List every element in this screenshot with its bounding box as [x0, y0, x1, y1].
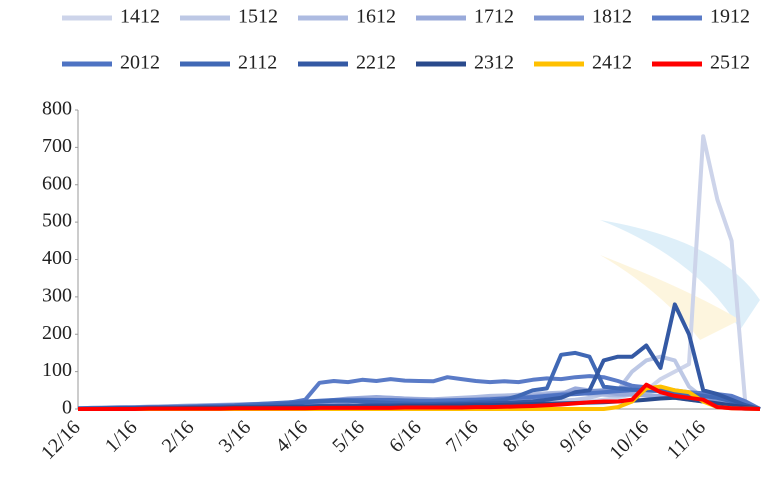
x-tick-label: 8/16 — [499, 416, 540, 457]
x-tick-label: 3/16 — [215, 416, 256, 457]
x-tick-label: 4/16 — [271, 416, 312, 457]
y-tick-label: 400 — [42, 247, 72, 269]
x-tick-label: 12/16 — [37, 416, 85, 464]
y-tick-label: 800 — [42, 98, 72, 120]
legend-label: 2512 — [710, 52, 750, 74]
x-tick-label: 6/16 — [385, 416, 426, 457]
y-tick-label: 500 — [42, 210, 72, 232]
y-tick-label: 700 — [42, 135, 72, 157]
x-tick-label: 9/16 — [556, 416, 597, 457]
legend-label: 2212 — [356, 52, 396, 74]
legend-label: 2112 — [238, 52, 277, 74]
y-tick-label: 0 — [62, 397, 72, 419]
y-tick-label: 200 — [42, 322, 72, 344]
legend-label: 1412 — [120, 6, 160, 28]
x-tick-label: 2/16 — [158, 416, 199, 457]
legend-label: 2412 — [592, 52, 632, 74]
legend-label: 2312 — [474, 52, 514, 74]
legend-label: 1512 — [238, 6, 278, 28]
y-tick-label: 600 — [42, 172, 72, 194]
x-tick-label: 10/16 — [605, 416, 653, 464]
legend-label: 1712 — [474, 6, 514, 28]
legend-label: 1812 — [592, 6, 632, 28]
legend-label: 1912 — [710, 6, 750, 28]
series-line — [78, 134, 760, 411]
x-tick-label: 5/16 — [328, 416, 369, 457]
x-tick-label: 11/16 — [663, 416, 710, 463]
x-tick-label: 7/16 — [442, 416, 483, 457]
y-tick-label: 300 — [42, 284, 72, 306]
watermark — [600, 220, 760, 340]
legend-label: 2012 — [120, 52, 160, 74]
x-tick-label: 1/16 — [101, 416, 142, 457]
y-tick-label: 100 — [42, 359, 72, 381]
legend-label: 1612 — [356, 6, 396, 28]
series-line — [78, 382, 761, 411]
